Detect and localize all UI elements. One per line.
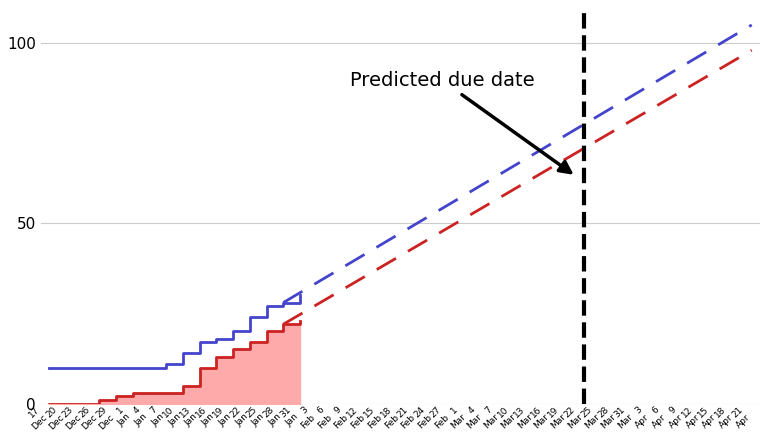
Text: Predicted due date: Predicted due date [351, 71, 571, 173]
